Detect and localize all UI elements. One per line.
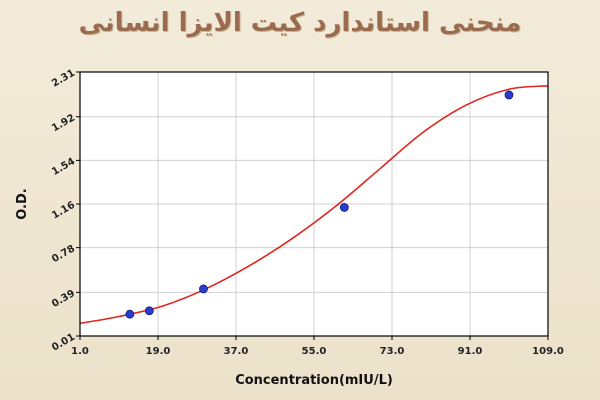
standard-curve-line <box>79 84 549 325</box>
y-tick-label: 0.39 <box>50 288 77 310</box>
chart-title: منحنی استاندارد کیت الایزا انسانی <box>78 8 522 38</box>
y-tick-label: 1.16 <box>50 200 77 222</box>
y-ticks: 0.010.390.781.161.541.922.31 <box>50 68 80 354</box>
y-tick-label: 1.92 <box>50 112 77 134</box>
y-tick-label: 1.54 <box>50 156 77 178</box>
y-tick-label: 2.31 <box>50 68 77 90</box>
data-point <box>144 306 154 316</box>
x-tick-label: 37.0 <box>224 346 249 357</box>
grid <box>80 72 548 336</box>
y-tick-label: 0.78 <box>50 243 77 265</box>
data-point <box>125 309 135 319</box>
plot-frame <box>79 71 549 337</box>
y-axis-label: O.D. <box>15 188 30 219</box>
x-tick-label: 91.0 <box>458 346 483 357</box>
data-point <box>339 203 349 212</box>
data-point <box>199 284 208 294</box>
x-tick-label: 109.0 <box>532 346 564 357</box>
x-ticks: 1.0 19.0 37.0 55.0 73.0 91.0 109.0 <box>71 336 564 357</box>
data-point <box>504 90 514 100</box>
x-axis-label: Concentration(mIU/L) <box>235 373 393 388</box>
series-layer <box>79 84 549 325</box>
x-tick-label: 73.0 <box>380 346 405 357</box>
x-tick-label: 19.0 <box>146 346 171 357</box>
x-tick-label: 1.0 <box>71 346 89 357</box>
x-tick-label: 55.0 <box>302 346 327 357</box>
